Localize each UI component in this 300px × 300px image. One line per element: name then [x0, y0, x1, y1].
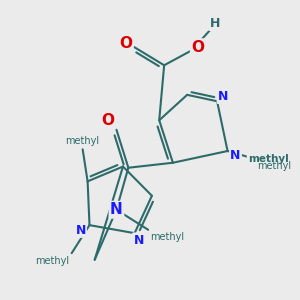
Text: methyl: methyl [36, 256, 70, 266]
Text: methyl: methyl [66, 136, 100, 146]
Text: N: N [134, 234, 144, 247]
Text: N: N [75, 224, 86, 237]
Text: methyl: methyl [150, 232, 184, 242]
Text: O: O [101, 113, 114, 128]
Text: H: H [209, 17, 220, 30]
Text: methyl: methyl [257, 161, 291, 171]
Text: N: N [110, 202, 123, 217]
Text: N: N [218, 90, 228, 103]
Text: methyl: methyl [248, 154, 289, 164]
Text: O: O [191, 40, 204, 55]
Text: O: O [119, 36, 132, 51]
Text: N: N [230, 148, 241, 161]
